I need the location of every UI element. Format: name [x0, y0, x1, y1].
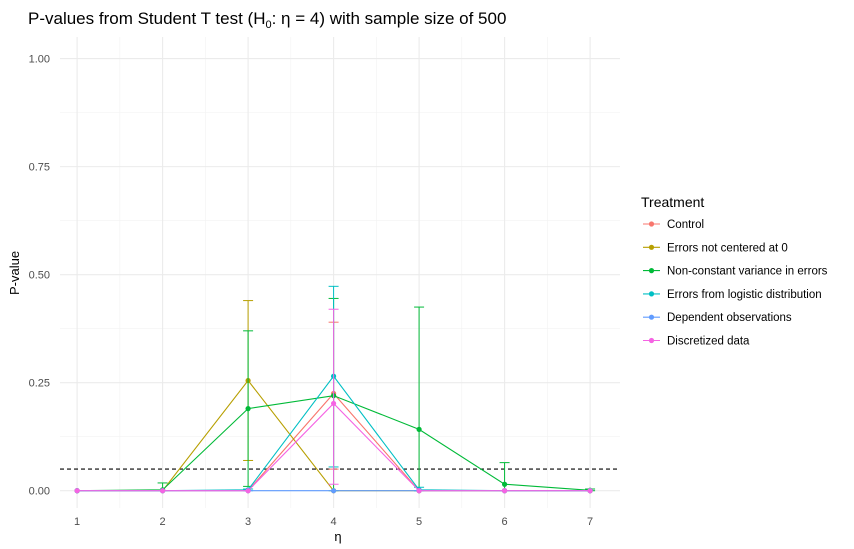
legend-entry: Discretized data — [643, 336, 750, 348]
series-layer — [74, 285, 596, 494]
x-tick-label: 6 — [502, 516, 508, 528]
legend-label: Errors not centered at 0 — [667, 242, 788, 254]
legend-key-point — [648, 337, 655, 344]
chart-title: P-values from Student T test (H0: η = 4)… — [28, 9, 506, 31]
y-tick-label: 0.75 — [29, 162, 50, 174]
data-point — [330, 400, 337, 407]
x-tick-label: 5 — [416, 516, 422, 528]
chart-title-prefix: P-values from Student T test (H — [28, 9, 265, 28]
legend-entry: Non-constant variance in errors — [643, 266, 828, 278]
y-tick-label: 1.00 — [29, 54, 50, 66]
data-point — [416, 426, 422, 432]
legend: Treatment Control Errors not centered at … — [641, 194, 828, 348]
data-point — [587, 488, 593, 494]
data-point — [245, 488, 251, 494]
chart-title-suffix: : η = 4) with sample size of 500 — [272, 9, 507, 28]
legend-entry: Errors not centered at 0 — [643, 242, 788, 254]
x-axis: 1 2 3 4 5 6 7 — [74, 516, 593, 528]
x-tick-label: 4 — [331, 516, 337, 528]
x-axis-title: η — [334, 529, 341, 544]
legend-entry: Errors from logistic distribution — [643, 289, 822, 301]
legend-label: Non-constant variance in errors — [667, 266, 828, 278]
y-tick-label: 0.50 — [29, 270, 50, 282]
x-tick-label: 2 — [160, 516, 166, 528]
data-point — [245, 406, 251, 412]
y-tick-label: 0.00 — [29, 486, 50, 498]
x-tick-label: 1 — [74, 516, 80, 528]
legend-label: Discretized data — [667, 336, 750, 348]
legend-label: Dependent observations — [667, 312, 792, 324]
legend-key-point — [648, 221, 655, 227]
series-group — [74, 308, 593, 494]
y-tick-label: 0.25 — [29, 378, 50, 390]
x-tick-label: 7 — [587, 516, 593, 528]
legend-entry: Control — [643, 219, 704, 231]
legend-key-point — [648, 291, 655, 297]
legend-entry: Dependent observations — [643, 312, 792, 324]
data-point — [74, 488, 80, 494]
x-tick-label: 3 — [245, 516, 251, 528]
data-point — [159, 488, 166, 494]
legend-label: Errors from logistic distribution — [667, 289, 822, 301]
legend-label: Control — [667, 219, 704, 231]
data-point — [501, 481, 508, 487]
y-axis-title: P-value — [7, 251, 22, 295]
series-group — [74, 297, 596, 494]
data-point — [330, 488, 337, 494]
chart-title-subscript: 0 — [265, 19, 271, 31]
y-axis: 0.00 0.25 0.50 0.75 1.00 — [29, 54, 50, 498]
legend-key-point — [648, 244, 655, 250]
legend-key-point — [648, 314, 655, 320]
grid — [60, 37, 620, 508]
legend-title: Treatment — [641, 194, 704, 210]
legend-key-point — [648, 268, 655, 274]
data-point — [416, 488, 422, 494]
data-point — [501, 488, 508, 494]
